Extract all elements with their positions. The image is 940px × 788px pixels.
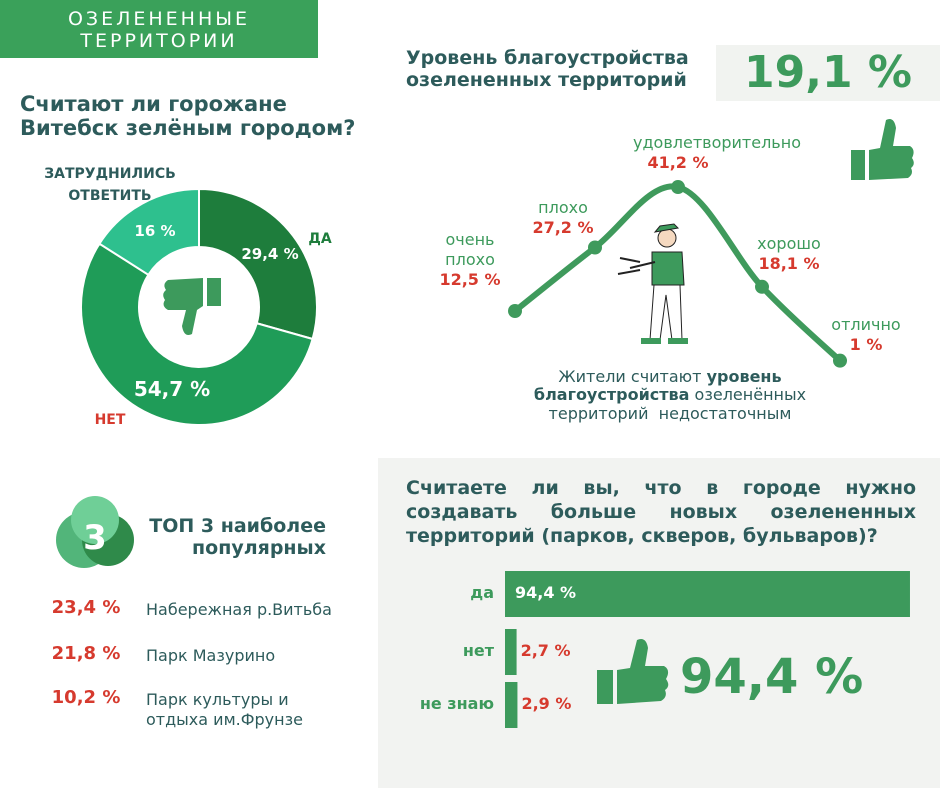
category-label: нет <box>462 641 494 660</box>
value-label: 12,5 % <box>439 270 501 289</box>
title-line: Витебск зелёным городом? <box>20 116 356 141</box>
line-point <box>671 180 685 195</box>
bar-highlight: 94,4 % <box>680 649 864 705</box>
line-point <box>508 304 522 318</box>
top3-share: 10,2 % <box>51 687 121 708</box>
title-line: Уровень благоустройства <box>406 47 689 69</box>
pie-title: Считают ли горожане Витебск зелёным горо… <box>20 92 355 140</box>
thumb-down-icon <box>163 278 221 335</box>
category-label: НЕТ <box>94 412 126 428</box>
donut-segment <box>80 242 314 426</box>
value-label: 1 % <box>849 335 883 354</box>
header-bg <box>0 0 318 58</box>
top3-share: 23,4 % <box>51 597 121 618</box>
donut-segment <box>198 187 318 341</box>
note-bold: уровень благоустройства <box>533 367 782 405</box>
bar <box>505 682 518 728</box>
top3-name: Набережная р.Витьба <box>146 600 332 619</box>
category-label: ДА <box>308 231 332 247</box>
value-label: 41,2 % <box>647 153 709 172</box>
value-label: 29,4 % <box>241 245 299 263</box>
note-text: Жители считают <box>558 367 702 386</box>
line-title: Уровень благоустройства озелененных терр… <box>406 47 689 92</box>
header-line: ТЕРРИТОРИИ <box>80 30 238 52</box>
value-label: 27,2 % <box>532 218 594 237</box>
value-label: 16 % <box>134 222 176 240</box>
category-label: плохо <box>538 198 588 217</box>
category-label: да <box>470 583 494 602</box>
value-label: 2,9 % <box>521 694 572 713</box>
value-label: 94,4 % <box>515 583 577 602</box>
thumb-up-icon <box>597 639 669 704</box>
gardener-illustration <box>617 223 688 344</box>
category-label: очень плохо <box>445 230 495 269</box>
donut-segment <box>98 187 200 277</box>
thumb-up-icon <box>851 119 914 180</box>
value-label: 2,7 % <box>520 641 571 660</box>
title-line: ТОП 3 наиболее <box>149 515 326 537</box>
line-point <box>755 279 769 294</box>
line-point <box>833 353 847 368</box>
bar <box>505 629 517 675</box>
top3-name: Парк Мазурино <box>146 646 276 665</box>
title-line: Считают ли горожане <box>20 92 287 116</box>
category-label: не знаю <box>419 694 494 713</box>
badge-text: 3 <box>83 518 107 558</box>
title-line: озелененных территорий <box>406 68 687 91</box>
line-point <box>588 240 602 255</box>
category-label: хорошо <box>757 234 821 253</box>
value-label: 18,1 % <box>758 254 820 273</box>
top3-share: 21,8 % <box>51 643 121 664</box>
badge-circle <box>71 496 119 544</box>
line-note: Жители считают уровень благоустройства о… <box>500 367 840 423</box>
highlight-bg <box>716 45 940 101</box>
category-label: отлично <box>831 315 901 334</box>
bar-title: Считаете ли вы, что в городе нужно созда… <box>406 477 916 547</box>
bar <box>505 571 910 617</box>
top3-name: Парк культуры и отдыха им.Фрунзе <box>146 690 303 729</box>
category-label: удовлетворительно <box>633 133 801 152</box>
question-bg <box>378 458 940 788</box>
title-line: популярных <box>192 536 326 559</box>
note-text: озеленённых территорий недостаточным <box>548 385 812 423</box>
category-label: ЗАТРУДНИЛИСЬ ОТВЕТИТЬ <box>44 166 176 204</box>
top3-title: ТОП 3 наиболее популярных <box>140 515 326 560</box>
header-line: ОЗЕЛЕНЕННЫЕ <box>67 8 251 30</box>
header-title: ОЗЕЛЕНЕННЫЕ ТЕРРИТОРИИ <box>0 8 318 52</box>
line-highlight: 19,1 % <box>744 47 912 98</box>
value-label: 54,7 % <box>133 377 211 401</box>
